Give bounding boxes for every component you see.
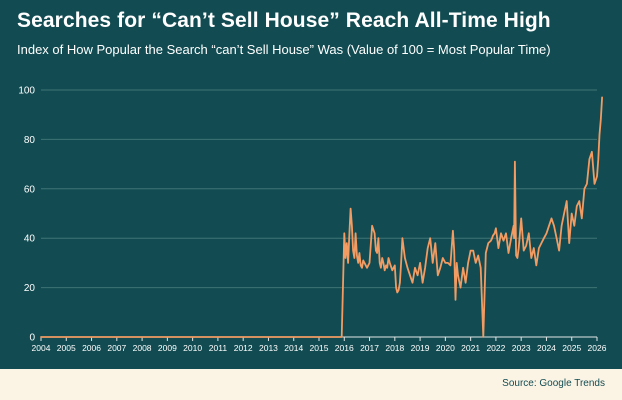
- footer: Source: Google Trends: [0, 369, 622, 400]
- x-tick-label: 2006: [82, 343, 101, 353]
- x-tick-label: 2016: [335, 343, 354, 353]
- y-tick-label: 100: [18, 86, 35, 97]
- x-tick-label: 2014: [284, 343, 303, 353]
- chart-panel: Searches for “Can’t Sell House” Reach Al…: [0, 0, 622, 369]
- x-tick-label: 2024: [537, 343, 556, 353]
- x-tick-label: 2004: [32, 343, 51, 353]
- chart-title: Searches for “Can’t Sell House” Reach Al…: [17, 9, 551, 32]
- x-tick-label: 2008: [133, 343, 152, 353]
- x-tick-label: 2021: [461, 343, 480, 353]
- x-tick-label: 2010: [183, 343, 202, 353]
- y-tick-label: 0: [29, 333, 35, 344]
- series-line: [40, 96, 603, 338]
- x-tick-label: 2005: [57, 343, 76, 353]
- x-tick-label: 2013: [259, 343, 278, 353]
- x-tick-label: 2018: [385, 343, 404, 353]
- x-tick-label: 2012: [234, 343, 253, 353]
- x-tick-label: 2025: [562, 343, 581, 353]
- chart-subtitle: Index of How Popular the Search “can’t S…: [17, 42, 551, 57]
- y-tick-label: 60: [24, 184, 36, 195]
- line-chart: 0 20 40 60 80 100 2004 2005 2006 2007 2008 2009 2010…: [18, 86, 606, 354]
- gridlines: [41, 89, 597, 289]
- x-tick-label: 2019: [411, 343, 430, 353]
- x-tick-label: 2026: [588, 343, 607, 353]
- x-tick-label: 2023: [512, 343, 531, 353]
- x-tick-label: 2022: [486, 343, 505, 353]
- y-tick-label: 20: [24, 283, 36, 294]
- x-tick-label: 2017: [360, 343, 379, 353]
- x-tick-label: 2011: [209, 343, 228, 353]
- source-note: Source: Google Trends: [502, 378, 605, 389]
- x-tick-label: 2009: [158, 343, 177, 353]
- x-tick-label: 2020: [436, 343, 455, 353]
- y-tick-label: 40: [24, 234, 36, 245]
- series-layer: [40, 96, 603, 338]
- x-tick-label: 2007: [107, 343, 126, 353]
- axes: 0 20 40 60 80 100 2004 2005 2006 2007 2008 2009 2010…: [18, 86, 606, 354]
- y-tick-label: 80: [24, 135, 36, 146]
- x-tick-label: 2015: [310, 343, 329, 353]
